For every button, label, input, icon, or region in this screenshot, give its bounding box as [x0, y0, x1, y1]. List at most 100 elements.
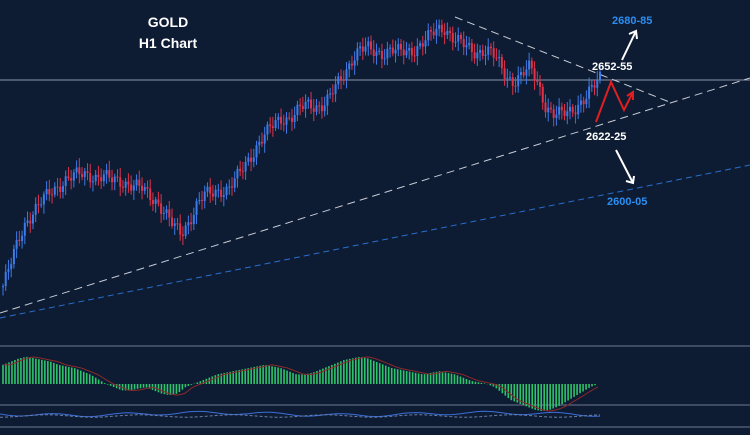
candle-body [498, 57, 501, 59]
candle-body [230, 186, 233, 188]
candle-body [356, 48, 359, 61]
white-up-arrow-head [628, 29, 638, 40]
candle-body [201, 200, 203, 202]
oscillator-panel [0, 410, 601, 418]
candle-body [45, 189, 48, 195]
candle-body [438, 24, 441, 29]
candle-body [479, 50, 482, 53]
candle-body [225, 186, 228, 196]
candle-body [119, 177, 122, 187]
candle-body [86, 171, 89, 173]
candle-body [495, 57, 498, 59]
candle-body [21, 235, 24, 241]
candle-body [154, 199, 157, 204]
candle-body [476, 52, 479, 59]
candle-body [397, 43, 400, 50]
candle-body [318, 105, 321, 107]
candle-body [429, 30, 432, 32]
candle-body [190, 222, 193, 225]
candle-body [61, 186, 64, 192]
candle-body [233, 178, 236, 188]
candle-body [552, 109, 555, 119]
candle-body [70, 178, 73, 181]
candle-body [320, 105, 323, 112]
candle-body [432, 31, 435, 36]
candle-body [102, 174, 105, 182]
candle-body [514, 85, 517, 87]
candle-body [258, 141, 261, 146]
candle-body [421, 43, 424, 47]
candle-body [260, 141, 263, 144]
candle-body [157, 199, 160, 204]
candle-body [326, 94, 329, 106]
candle-body [394, 49, 397, 54]
candle-body [386, 48, 389, 59]
candle-body [312, 108, 315, 112]
candle-body [105, 170, 108, 175]
chart-title: GOLD [148, 14, 188, 30]
candle-body [288, 117, 291, 119]
candle-body [252, 157, 255, 162]
candle-body [563, 110, 566, 116]
candle-body [239, 168, 242, 172]
candle-body [266, 124, 269, 135]
candle-body [94, 174, 97, 182]
candle-body [468, 43, 471, 46]
candle-body [528, 60, 531, 70]
candle-body [599, 71, 601, 81]
candle-body [149, 188, 152, 201]
candle-body [427, 30, 430, 41]
candle-body [342, 79, 345, 81]
candle-body [4, 271, 7, 287]
candle-body [323, 105, 326, 112]
candle-body [525, 69, 528, 76]
candle-body [26, 220, 29, 223]
candle-body [293, 114, 296, 122]
candle-body [130, 184, 133, 191]
candle-body [462, 39, 465, 48]
candle-body [413, 55, 416, 57]
candle-body [345, 69, 348, 81]
red-projection-arrow [595, 79, 634, 123]
candle-body [222, 195, 225, 197]
candle-body [378, 50, 381, 52]
candle-body [72, 172, 75, 181]
candle-body [192, 214, 195, 225]
candle-body [408, 48, 411, 51]
candle-body [457, 34, 460, 42]
candle-body [440, 24, 443, 33]
candles-layer [2, 19, 601, 296]
candle-body [51, 194, 54, 196]
candle-body [285, 117, 288, 125]
candle-body [522, 72, 525, 76]
candle-body [585, 98, 588, 105]
white-up-arrow [621, 30, 637, 61]
candle-body [220, 189, 223, 197]
candle-body [179, 223, 182, 235]
candle-body [549, 107, 552, 110]
candle-body [569, 106, 572, 112]
candle-body [37, 204, 40, 206]
candle-body [135, 179, 138, 186]
candle-body [402, 49, 405, 56]
target-label-2600-05: 2600-05 [607, 196, 647, 208]
candle-body [560, 106, 563, 111]
candle-body [296, 104, 299, 115]
candle-body [250, 157, 253, 162]
candle-body [451, 33, 454, 43]
candle-body [290, 117, 293, 122]
candle-body [315, 105, 318, 112]
candle-body [459, 34, 462, 40]
candle-body [509, 77, 512, 79]
candle-body [12, 248, 15, 265]
projection-arrows-layer [595, 29, 638, 185]
candle-body [348, 63, 351, 70]
candle-body [372, 49, 375, 57]
candle-body [487, 46, 490, 55]
candle-body [160, 203, 163, 214]
candle-body [435, 28, 438, 36]
candle-body [500, 57, 503, 69]
